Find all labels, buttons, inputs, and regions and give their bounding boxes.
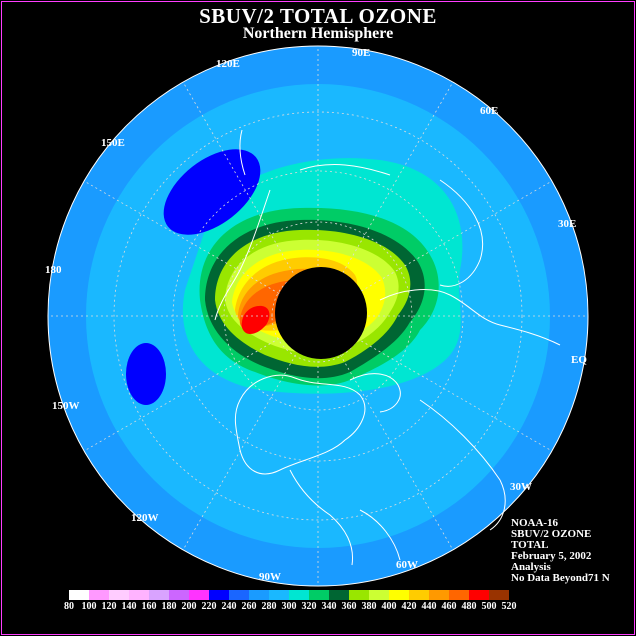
legend-swatch — [489, 590, 509, 600]
color-legend: 80 100 120 140 160 180 200 220 240 260 280 300 320 34… — [64, 590, 517, 612]
legend-label: 200 — [181, 601, 197, 612]
legend-swatch — [69, 590, 89, 600]
legend-swatch — [209, 590, 229, 600]
legend-swatch — [229, 590, 249, 600]
legend-label: 420 — [401, 601, 417, 612]
legend-swatch — [469, 590, 489, 600]
map-boundary-circle — [47, 45, 589, 587]
legend-label: 240 — [221, 601, 237, 612]
legend-label: 360 — [341, 601, 357, 612]
lon-label-90e: 90E — [352, 47, 370, 59]
ozone-aleutian-low — [163, 149, 261, 235]
map-subtitle: Northern Hemisphere — [242, 25, 394, 42]
legend-label: 340 — [321, 601, 337, 612]
legend-label: 180 — [161, 601, 177, 612]
legend-label: 320 — [301, 601, 317, 612]
legend-label: 440 — [421, 601, 437, 612]
legend-label: 300 — [281, 601, 297, 612]
longitude-labels: 120E 90E 60E 150E 30E 180 EQ 150W 30W 12… — [45, 47, 587, 583]
legend-swatch — [349, 590, 369, 600]
lon-label-60e: 60E — [480, 105, 498, 117]
lon-label-30e: 30E — [558, 218, 576, 230]
legend-swatch — [189, 590, 209, 600]
legend-label: 220 — [201, 601, 217, 612]
coastlines — [214, 129, 561, 566]
lon-label-60w: 60W — [396, 559, 418, 571]
legend-swatch — [169, 590, 189, 600]
lon-label-150e: 150E — [101, 137, 125, 149]
legend-swatch — [249, 590, 269, 600]
info-date: February 5, 2002 — [511, 550, 592, 562]
map-title: SBUV/2 TOTAL OZONE — [199, 4, 437, 28]
legend-label: 280 — [261, 601, 277, 612]
legend-swatch — [149, 590, 169, 600]
info-type: Analysis — [511, 561, 551, 573]
lon-label-90w: 90W — [259, 571, 281, 583]
lon-label-120w: 120W — [131, 512, 159, 524]
legend-swatch — [269, 590, 289, 600]
legend-label: 480 — [461, 601, 477, 612]
legend-label: 460 — [441, 601, 457, 612]
legend-swatch — [309, 590, 329, 600]
lon-label-150w: 150W — [52, 400, 80, 412]
lon-label-30w: 30W — [510, 481, 532, 493]
legend-label: 520 — [501, 601, 517, 612]
info-satellite: NOAA-16 — [511, 517, 559, 529]
legend-label: 500 — [481, 601, 497, 612]
ozone-pacific-low — [126, 343, 166, 405]
legend-swatch — [129, 590, 149, 600]
legend-swatches — [69, 590, 509, 600]
legend-label: 160 — [141, 601, 157, 612]
legend-label: 80 — [64, 601, 74, 612]
legend-swatch — [289, 590, 309, 600]
legend-swatch — [369, 590, 389, 600]
legend-label: 400 — [381, 601, 397, 612]
legend-swatch — [409, 590, 429, 600]
lon-label-120e: 120E — [216, 58, 240, 70]
legend-label: 100 — [81, 601, 97, 612]
info-coverage-note: No Data Beyond71 N — [511, 572, 610, 584]
no-data-polar-cap — [275, 267, 367, 359]
legend-labels: 80 100 120 140 160 180 200 220 240 260 280 300 320 34… — [64, 601, 529, 613]
dataset-info: NOAA-16 SBUV/2 OZONE TOTAL February 5, 2… — [511, 518, 610, 584]
legend-label: 140 — [121, 601, 137, 612]
legend-swatch — [429, 590, 449, 600]
legend-swatch — [449, 590, 469, 600]
legend-swatch — [89, 590, 109, 600]
legend-swatch — [389, 590, 409, 600]
legend-label: 120 — [101, 601, 117, 612]
legend-swatch — [329, 590, 349, 600]
legend-label: 380 — [361, 601, 377, 612]
legend-swatch — [109, 590, 129, 600]
info-product: TOTAL — [511, 539, 549, 551]
lon-label-eq: EQ — [571, 354, 587, 366]
lon-label-180: 180 — [45, 264, 62, 276]
legend-label: 260 — [241, 601, 257, 612]
info-instrument: SBUV/2 OZONE — [511, 528, 592, 540]
ozone-siberian-max — [241, 305, 270, 335]
